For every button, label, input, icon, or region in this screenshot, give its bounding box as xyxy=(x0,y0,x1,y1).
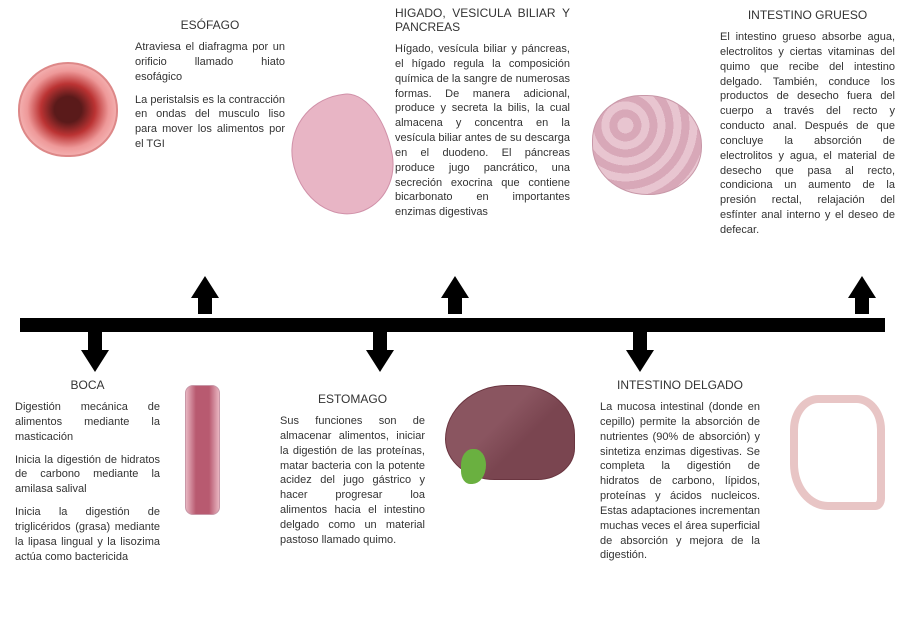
mouth-illustration xyxy=(18,62,118,157)
arrow-stem-up-1 xyxy=(198,296,212,314)
body-higado: Hígado, vesícula biliar y páncreas, el h… xyxy=(395,42,570,220)
title-esofago: ESÓFAGO xyxy=(135,18,285,32)
arrow-down-2 xyxy=(366,350,394,372)
arrow-up-2 xyxy=(441,276,469,298)
section-intestino-grueso: INTESTINO GRUESO El intestino grueso abs… xyxy=(720,8,895,246)
title-higado: HIGADO, VESICULA BILIAR Y PANCREAS xyxy=(395,6,570,34)
body-intestino-delgado: La mucosa intestinal (donde en cepillo) … xyxy=(600,400,760,563)
arrow-stem-down-3 xyxy=(633,332,647,350)
body-boca: Digestión mecánica de alimentos mediante… xyxy=(15,400,160,564)
title-boca: BOCA xyxy=(15,378,160,392)
body-estomago: Sus funciones son de almacenar alimentos… xyxy=(280,414,425,548)
arrow-up-3 xyxy=(848,276,876,298)
body-esofago: Atraviesa el diafragma por un orificio l… xyxy=(135,40,285,152)
esophagus-illustration xyxy=(185,385,220,515)
section-intestino-delgado: INTESTINO DELGADO La mucosa intestinal (… xyxy=(600,378,760,571)
arrow-up-1 xyxy=(191,276,219,298)
arrow-stem-up-2 xyxy=(448,296,462,314)
small-intestine-illustration xyxy=(592,95,702,195)
section-esofago: ESÓFAGO Atraviesa el diafragma por un or… xyxy=(135,18,285,160)
arrow-stem-down-2 xyxy=(373,332,387,350)
section-boca: BOCA Digestión mecánica de alimentos med… xyxy=(15,378,160,572)
arrow-stem-up-3 xyxy=(855,296,869,314)
arrow-down-3 xyxy=(626,350,654,372)
body-intestino-grueso: El intestino grueso absorbe agua, electr… xyxy=(720,30,895,238)
title-intestino-grueso: INTESTINO GRUESO xyxy=(720,8,895,22)
section-higado: HIGADO, VESICULA BILIAR Y PANCREAS Hígad… xyxy=(395,6,570,228)
arrow-stem-down-1 xyxy=(88,332,102,350)
liver-illustration xyxy=(445,385,575,480)
title-estomago: ESTOMAGO xyxy=(280,392,425,406)
title-intestino-delgado: INTESTINO DELGADO xyxy=(600,378,760,392)
arrow-down-1 xyxy=(81,350,109,372)
large-intestine-illustration xyxy=(790,395,885,510)
section-estomago: ESTOMAGO Sus funciones son de almacenar … xyxy=(280,392,425,556)
stomach-illustration xyxy=(282,87,401,223)
timeline-bar xyxy=(20,318,885,332)
